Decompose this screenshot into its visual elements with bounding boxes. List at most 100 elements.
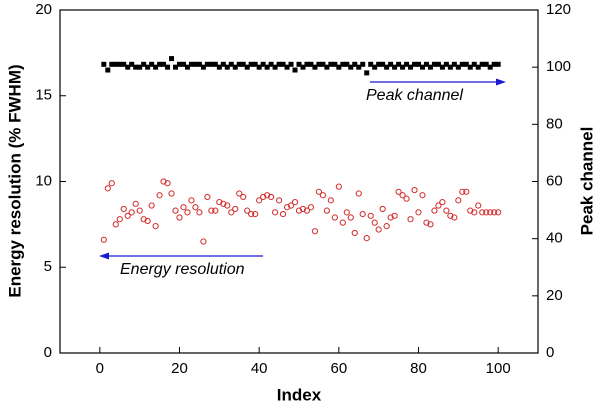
point (471, 209, 478, 216)
point (156, 192, 163, 199)
x-tick-label: 60 (330, 360, 347, 377)
point (287, 202, 295, 209)
point (149, 61, 155, 67)
point (352, 61, 358, 67)
y2-tick-label: 100 (546, 58, 571, 75)
point (372, 64, 378, 70)
point (280, 61, 286, 67)
point (176, 214, 183, 221)
point (291, 198, 299, 206)
point (272, 209, 279, 216)
point (463, 188, 470, 195)
point (275, 197, 283, 204)
point (311, 228, 319, 235)
point (447, 64, 453, 70)
y-tick-label: 10 (35, 172, 52, 189)
point (252, 61, 258, 67)
point (407, 216, 414, 223)
point (148, 202, 155, 209)
point (451, 61, 457, 67)
point (487, 209, 494, 216)
point (404, 61, 410, 67)
point (153, 64, 159, 70)
annotation: Energy resolution (120, 261, 245, 278)
point (240, 193, 247, 201)
point (240, 61, 246, 67)
point (371, 219, 378, 226)
point (295, 207, 303, 214)
point (447, 212, 454, 219)
point (479, 209, 486, 216)
point (124, 212, 131, 219)
point (288, 61, 294, 67)
point (216, 198, 223, 206)
point (188, 61, 194, 67)
point (384, 64, 390, 70)
point (347, 214, 354, 221)
point (483, 209, 490, 216)
point (160, 178, 167, 185)
point (268, 61, 274, 67)
point (129, 61, 135, 67)
point (320, 61, 326, 67)
point (427, 221, 434, 228)
point (383, 222, 390, 230)
point (316, 61, 322, 67)
point (376, 61, 382, 67)
point (279, 210, 287, 218)
point (416, 61, 421, 67)
point (252, 210, 259, 218)
y-tick-label: 20 (35, 1, 52, 18)
point (161, 61, 167, 67)
point (335, 183, 342, 190)
point (264, 64, 270, 70)
point (132, 200, 139, 207)
point (399, 192, 406, 199)
point (343, 209, 350, 216)
point (475, 202, 482, 209)
point (439, 198, 446, 206)
point (491, 209, 498, 216)
point (165, 64, 171, 70)
point (117, 61, 123, 67)
point (348, 64, 354, 70)
point (395, 188, 402, 195)
point (113, 61, 119, 67)
point (379, 205, 386, 213)
point (141, 61, 147, 67)
point (145, 64, 151, 70)
point (173, 64, 179, 70)
point (272, 64, 278, 70)
point (324, 64, 330, 70)
x-tick-label: 100 (486, 360, 511, 377)
point (403, 195, 410, 202)
point (328, 61, 334, 67)
point (356, 64, 362, 70)
point (308, 61, 314, 67)
point (192, 204, 199, 211)
point (419, 192, 426, 199)
point (495, 61, 501, 67)
point (101, 61, 107, 67)
point (104, 185, 111, 192)
point (411, 186, 418, 194)
point (283, 204, 291, 211)
point (128, 209, 135, 216)
point (268, 193, 275, 201)
point (419, 64, 425, 70)
point (121, 61, 127, 67)
y-axis-label: Energy resolution (% FWHM) (5, 64, 24, 297)
y2-tick-label: 0 (546, 344, 554, 361)
point (435, 61, 441, 67)
point (208, 207, 215, 214)
point (120, 205, 127, 213)
point (443, 61, 449, 67)
point (260, 193, 267, 201)
point (439, 64, 445, 70)
point (172, 207, 179, 214)
point (116, 216, 123, 223)
point (423, 61, 429, 67)
point (260, 61, 266, 67)
point (256, 197, 263, 204)
arrow-head (496, 78, 506, 86)
